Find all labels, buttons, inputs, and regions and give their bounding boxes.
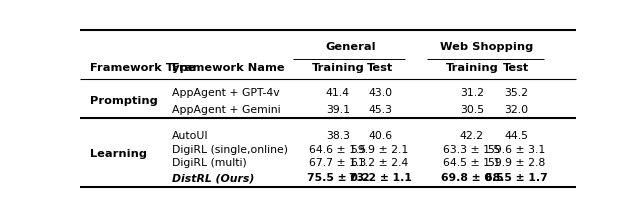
Text: Framework Name: Framework Name — [172, 63, 284, 73]
Text: 35.2: 35.2 — [504, 88, 529, 98]
Text: 67.7 ± 1.3: 67.7 ± 1.3 — [309, 158, 367, 168]
Text: Test: Test — [503, 63, 530, 73]
Text: 61.2 ± 2.4: 61.2 ± 2.4 — [351, 158, 409, 168]
Text: DigiRL (multi): DigiRL (multi) — [172, 158, 246, 168]
Text: General: General — [325, 42, 376, 53]
Text: 59.6 ± 3.1: 59.6 ± 3.1 — [488, 145, 545, 155]
Text: 39.1: 39.1 — [326, 105, 350, 114]
Text: 31.2: 31.2 — [460, 88, 484, 98]
Text: Training: Training — [312, 63, 364, 73]
Text: 32.0: 32.0 — [504, 105, 529, 114]
Text: AppAgent + Gemini: AppAgent + Gemini — [172, 105, 280, 114]
Text: DistRL (Ours): DistRL (Ours) — [172, 173, 254, 183]
Text: 75.5 ± 0.2: 75.5 ± 0.2 — [307, 173, 369, 183]
Text: AppAgent + GPT-4v: AppAgent + GPT-4v — [172, 88, 280, 98]
Text: 63.3 ± 1.5: 63.3 ± 1.5 — [444, 145, 500, 155]
Text: 43.0: 43.0 — [368, 88, 392, 98]
Text: 59.9 ± 2.1: 59.9 ± 2.1 — [351, 145, 409, 155]
Text: 73.2 ± 1.1: 73.2 ± 1.1 — [349, 173, 412, 183]
Text: Prompting: Prompting — [90, 96, 157, 106]
Text: 41.4: 41.4 — [326, 88, 350, 98]
Text: 45.3: 45.3 — [368, 105, 392, 114]
Text: 68.5 ± 1.7: 68.5 ± 1.7 — [485, 173, 548, 183]
Text: 38.3: 38.3 — [326, 131, 350, 141]
Text: 30.5: 30.5 — [460, 105, 484, 114]
Text: 40.6: 40.6 — [368, 131, 392, 141]
Text: Learning: Learning — [90, 149, 147, 159]
Text: Test: Test — [367, 63, 393, 73]
Text: 69.8 ± 0.5: 69.8 ± 0.5 — [440, 173, 503, 183]
Text: 59.9 ± 2.8: 59.9 ± 2.8 — [488, 158, 545, 168]
Text: 44.5: 44.5 — [504, 131, 529, 141]
Text: Framework Type: Framework Type — [90, 63, 196, 73]
Text: Web Shopping: Web Shopping — [440, 42, 533, 53]
Text: Training: Training — [445, 63, 498, 73]
Text: 42.2: 42.2 — [460, 131, 484, 141]
Text: DigiRL (single,online): DigiRL (single,online) — [172, 145, 288, 155]
Text: 64.6 ± 1.5: 64.6 ± 1.5 — [309, 145, 367, 155]
Text: AutoUI: AutoUI — [172, 131, 209, 141]
Text: 64.5 ± 1.1: 64.5 ± 1.1 — [444, 158, 500, 168]
